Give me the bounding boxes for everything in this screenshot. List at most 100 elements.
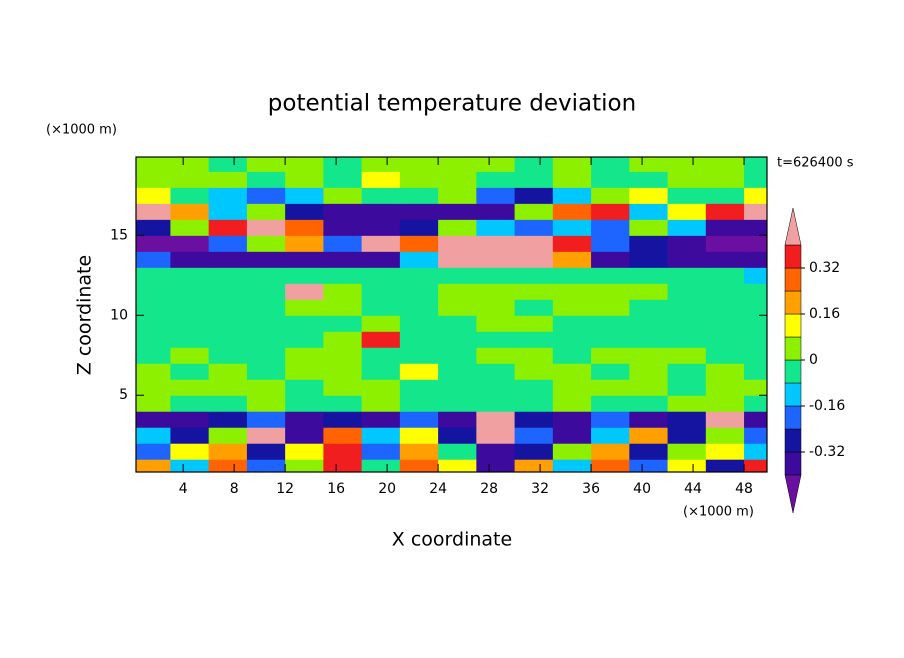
contour-cell [208, 379, 248, 396]
chart-title: potential temperature deviation [268, 91, 636, 117]
contour-cell [629, 219, 669, 236]
contour-cell [246, 235, 286, 252]
contour-cell [399, 347, 439, 364]
contour-cell [629, 411, 669, 428]
contour-cell [208, 331, 248, 348]
contour-cell [705, 411, 745, 428]
contour-cell [361, 427, 401, 444]
contour-cell [591, 427, 630, 444]
contour-cell [744, 203, 767, 220]
contour-cell [514, 443, 554, 460]
contour-cell [476, 235, 516, 252]
contour-cell [438, 157, 477, 172]
contour-cell [705, 331, 745, 348]
contour-cell [744, 347, 767, 364]
contour-cell [629, 157, 669, 172]
contour-cell [208, 283, 248, 300]
contour-cell [744, 187, 767, 204]
contour-cell [552, 267, 592, 284]
x-tick-label: 28 [480, 481, 498, 497]
contour-cell [399, 427, 439, 444]
x-tick-label: 36 [582, 481, 600, 497]
contour-cell [667, 363, 707, 380]
contour-cell [744, 395, 767, 412]
contour-cell [552, 171, 592, 188]
contour-cell [476, 395, 516, 412]
contour-cell [705, 395, 745, 412]
contour-cell [361, 187, 401, 204]
contour-cell [591, 315, 630, 332]
colorbar: 0.32 0.16 0 -0.16 -0.32 [784, 207, 845, 514]
contour-cell [629, 363, 669, 380]
contour-cell [246, 459, 286, 472]
contour-cell [552, 459, 592, 472]
contour-cell [170, 299, 210, 316]
contour-cell [591, 219, 630, 236]
contour-cell [323, 157, 363, 172]
contour-cell [629, 427, 669, 444]
contour-cell [476, 459, 516, 472]
contour-cell [705, 299, 745, 316]
contour-cell [136, 299, 171, 316]
contour-cell [591, 347, 630, 364]
contour-cell [361, 331, 401, 348]
contour-cell [705, 171, 745, 188]
contour-cell [399, 219, 439, 236]
contour-cell [629, 283, 669, 300]
contour-cell [552, 187, 592, 204]
contour-cell [399, 315, 439, 332]
contour-cell [591, 251, 630, 268]
contour-cell [438, 283, 477, 300]
contour-cell [476, 283, 516, 300]
contour-cell [170, 427, 210, 444]
contour-cell [399, 379, 439, 396]
x-tick-label: 4 [179, 481, 188, 497]
contour-cell [438, 267, 477, 284]
contour-cell [170, 331, 210, 348]
contour-cell [591, 203, 630, 220]
contour-cell [438, 427, 477, 444]
contour-cell [476, 411, 516, 428]
contour-cell [591, 363, 630, 380]
contour-cell [552, 203, 592, 220]
contour-cell [285, 203, 324, 220]
contour-cell [744, 299, 767, 316]
colorbar-box [784, 244, 802, 269]
x-tick-label: 24 [429, 481, 447, 497]
contour-cell [285, 219, 324, 236]
contour-cell [438, 411, 477, 428]
contour-cell [361, 251, 401, 268]
contour-cell [246, 411, 286, 428]
contour-cell [399, 171, 439, 188]
x-tick-label: 44 [684, 481, 702, 497]
y-axis-label: Z coordinate [74, 255, 96, 375]
contour-cell [667, 347, 707, 364]
contour-cell [285, 427, 324, 444]
contour-cell [552, 347, 592, 364]
contour-cell [476, 443, 516, 460]
contour-cell [208, 411, 248, 428]
contour-cell [667, 395, 707, 412]
contour-cell [170, 363, 210, 380]
contour-cell [476, 187, 516, 204]
contour-cell [667, 283, 707, 300]
contour-cell [170, 459, 210, 472]
contour-cell [285, 363, 324, 380]
contour-cell [361, 363, 401, 380]
contour-cell [705, 443, 745, 460]
contour-cell [399, 203, 439, 220]
colorbar-tick-label: 0.32 [809, 260, 840, 276]
contour-cell [629, 379, 669, 396]
contour-cell [438, 315, 477, 332]
contour-cell [285, 283, 324, 300]
contour-cell [399, 267, 439, 284]
contour-cell [136, 347, 171, 364]
colorbar-box [784, 405, 802, 430]
contour-field [136, 157, 767, 472]
colorbar-box [784, 267, 802, 292]
contour-cell [170, 235, 210, 252]
contour-cell [361, 203, 401, 220]
contour-cell [285, 157, 324, 172]
